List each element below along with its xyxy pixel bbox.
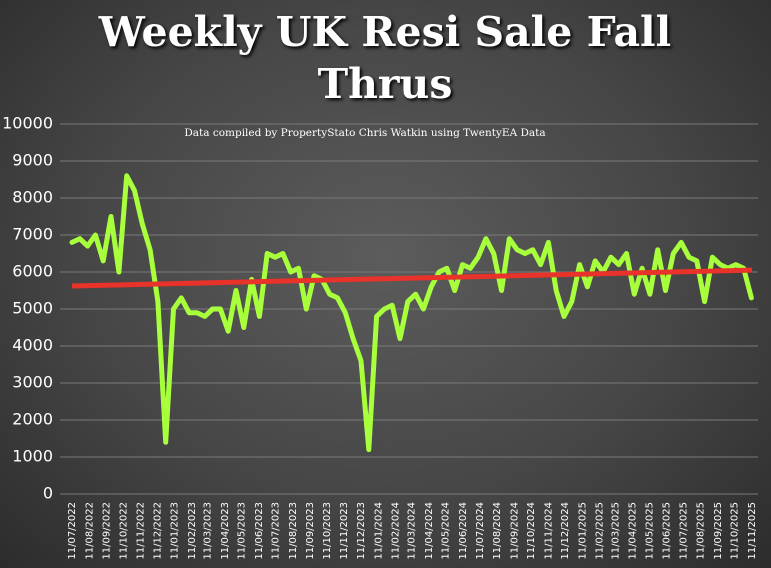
x-tick-label: 11/01/2023 <box>170 502 181 560</box>
x-tick-label: 11/12/2022 <box>152 502 163 560</box>
x-tick-label: 11/06/2024 <box>458 502 469 560</box>
y-tick-label: 7000 <box>12 225 53 244</box>
x-tick-label: 11/01/2025 <box>577 502 588 560</box>
x-tick-label: 11/07/2024 <box>475 502 486 560</box>
y-tick-label: 2000 <box>12 410 53 429</box>
x-tick-label: 11/03/2025 <box>610 502 621 560</box>
y-tick-label: 8000 <box>12 188 53 207</box>
x-tick-label: 11/04/2024 <box>424 502 435 560</box>
x-tick-label: 11/02/2025 <box>595 502 606 560</box>
trend-line <box>71 267 753 289</box>
x-tick-label: 11/04/2023 <box>220 502 231 560</box>
x-tick-label: 11/02/2024 <box>391 502 402 560</box>
x-tick-label: 11/12/2023 <box>356 502 367 560</box>
x-tick-label: 11/10/2023 <box>322 502 333 560</box>
x-tick-label: 11/09/2025 <box>713 502 724 560</box>
x-tick-label: 11/05/2025 <box>644 502 655 560</box>
x-tick-label: 11/06/2025 <box>662 502 673 560</box>
chart-title: Weekly UK Resi Sale Fall Thrus <box>98 8 672 108</box>
x-tick-label: 11/10/2022 <box>118 502 129 560</box>
x-tick-label: 11/07/2023 <box>271 502 282 560</box>
x-tick-label: 11/09/2024 <box>509 502 520 560</box>
x-tick-label: 11/10/2024 <box>526 502 537 560</box>
y-tick-label: 5000 <box>12 299 53 318</box>
x-tick-label: 11/05/2024 <box>441 502 452 560</box>
data-line <box>69 173 754 453</box>
x-tick-label: 11/09/2022 <box>102 502 113 560</box>
x-tick-label: 11/06/2023 <box>254 502 265 560</box>
x-tick-label: 11/10/2025 <box>730 502 741 560</box>
x-tick-label: 11/12/2024 <box>560 502 571 560</box>
x-tick-label: 11/05/2023 <box>237 502 248 560</box>
x-tick-label: 11/03/2023 <box>203 502 214 560</box>
x-tick-label: 11/02/2023 <box>187 502 198 560</box>
x-tick-label: 11/11/2022 <box>136 502 147 560</box>
x-tick-label: 11/07/2025 <box>678 502 689 560</box>
x-tick-label: 11/04/2025 <box>628 502 639 560</box>
y-tick-label: 9000 <box>12 151 53 170</box>
x-tick-label: 11/08/2023 <box>288 502 299 560</box>
y-tick-label: 3000 <box>12 373 53 392</box>
x-tick-label: 11/01/2024 <box>373 502 384 560</box>
y-tick-label: 6000 <box>12 262 53 281</box>
y-tick-label: 4000 <box>12 336 53 355</box>
y-tick-label: 1000 <box>12 447 53 466</box>
subtitle: Data compiled by PropertyStato Chris Wat… <box>184 127 545 139</box>
x-tick-label: 11/07/2022 <box>67 502 78 560</box>
x-tick-label: 11/09/2023 <box>305 502 316 560</box>
y-tick-label: 0 <box>43 484 53 503</box>
x-tick-label: 11/08/2025 <box>696 502 707 560</box>
y-tick-label: 10000 <box>2 114 53 133</box>
x-tick-label: 11/11/2024 <box>543 502 554 560</box>
x-tick-label: 11/11/2023 <box>339 502 350 560</box>
x-tick-label: 11/11/2025 <box>747 502 758 560</box>
x-tick-label: 11/03/2024 <box>407 502 418 560</box>
x-tick-label: 11/08/2022 <box>84 502 95 560</box>
x-tick-label: 11/08/2024 <box>492 502 503 560</box>
